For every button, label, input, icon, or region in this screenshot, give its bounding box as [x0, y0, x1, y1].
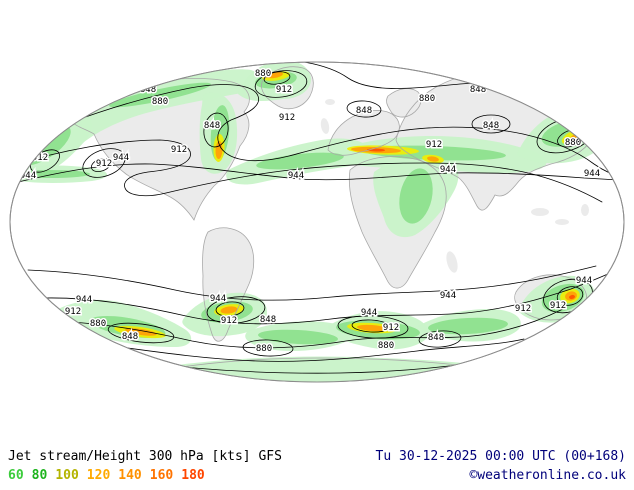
jet-band-core	[428, 317, 508, 335]
landmass-indonesia	[555, 219, 569, 225]
contour-label: 912	[426, 140, 442, 150]
jet-max-orange	[215, 141, 223, 159]
contour-loop	[556, 286, 584, 306]
contour-label: 880	[90, 319, 106, 329]
contour-label: 944	[288, 171, 304, 181]
contour-label: 944	[210, 294, 226, 304]
contour-label: 880	[565, 138, 581, 148]
jet-band-core	[10, 170, 90, 178]
contour-label: 912	[32, 153, 48, 163]
contour-loop	[242, 339, 294, 357]
legend-value-80: 80	[31, 468, 48, 483]
jet-band-core	[256, 152, 344, 170]
contour-label: 848	[356, 106, 372, 116]
footer: Jet stream/Height 300 hPa [kts] GFS Tu 3…	[8, 447, 626, 485]
legend-value-180: 180	[181, 468, 205, 483]
legend: 60 80 100 120 140 160 180	[8, 466, 213, 485]
valid-datetime: Tu 30-12-2025 00:00 UTC (00+168)	[375, 449, 626, 464]
contour-label: 848	[122, 332, 138, 342]
contour-line	[97, 338, 525, 362]
contour-label: 912	[221, 316, 237, 326]
legend-value-140: 140	[118, 468, 142, 483]
contour-line	[11, 139, 603, 203]
contour-label: 944	[576, 276, 592, 286]
legend-value-120: 120	[86, 468, 111, 483]
contour-loop	[90, 158, 112, 172]
landmass-japan	[597, 116, 609, 140]
contour-loop	[82, 148, 126, 178]
landmass-madagascar	[446, 251, 458, 273]
legend-value-60: 60	[8, 468, 24, 483]
contour-label: 912	[515, 304, 531, 314]
map-boundary-outline	[9, 61, 625, 383]
jet-max-orange	[125, 328, 157, 336]
chart-title: Jet stream/Height 300 hPa [kts] GFS	[8, 449, 282, 464]
contour-label: 912	[171, 145, 187, 155]
jet-max-red	[569, 294, 575, 300]
jet-max-orange	[427, 156, 439, 162]
contour-label: 944	[361, 308, 377, 318]
contour-loop	[418, 330, 462, 348]
contour-label: 944	[440, 291, 456, 301]
jet-max-orange	[357, 324, 387, 332]
contour-label: 944	[584, 169, 600, 179]
contour-loop	[30, 149, 60, 173]
contour-label: 944	[76, 295, 92, 305]
contour-label: 912	[550, 301, 566, 311]
jet-band	[55, 69, 259, 153]
contour-loop	[206, 296, 266, 324]
contour-label: 880	[419, 94, 435, 104]
contour-label: 848	[483, 121, 499, 131]
contour-loop	[351, 319, 391, 333]
jet-band-core	[399, 168, 433, 224]
contour-loop	[337, 315, 409, 339]
contour-label: 912	[383, 323, 399, 333]
contour-label: 912	[96, 159, 112, 169]
contour-line	[13, 163, 624, 184]
contour-label: 944	[20, 171, 36, 181]
legend-value-160: 160	[149, 468, 174, 483]
contour-label: 848	[428, 333, 444, 343]
contour-line	[67, 308, 564, 349]
contour-loop	[203, 112, 229, 148]
contour-label: 880	[378, 341, 394, 351]
contour-loop	[107, 322, 175, 344]
jet-max-orange	[220, 306, 238, 314]
contour-label: 944	[113, 153, 129, 163]
contour-label: 880	[152, 97, 168, 107]
contour-loop	[254, 70, 308, 98]
contour-label: 848	[260, 315, 276, 325]
contour-label: 880	[256, 344, 272, 354]
landmass-iceland	[325, 99, 335, 105]
contour-label: 944	[440, 165, 456, 175]
contour-label: 912	[279, 113, 295, 123]
landmass-borneo	[531, 208, 549, 216]
legend-value-100: 100	[55, 468, 79, 483]
landmass-philippines	[581, 204, 589, 216]
contour-label: 848	[470, 85, 486, 95]
copyright: ©weatheronline.co.uk	[469, 468, 626, 483]
contour-label: 848	[204, 121, 220, 131]
contour-loop	[346, 100, 382, 118]
landmass-uk	[320, 118, 330, 134]
contour-loop	[215, 301, 245, 317]
contour-loop	[263, 71, 291, 85]
contour-label: 880	[255, 69, 271, 79]
contour-label: 912	[276, 85, 292, 95]
contour-line	[27, 265, 597, 301]
contour-loop	[471, 114, 511, 134]
contour-line	[10, 84, 624, 181]
